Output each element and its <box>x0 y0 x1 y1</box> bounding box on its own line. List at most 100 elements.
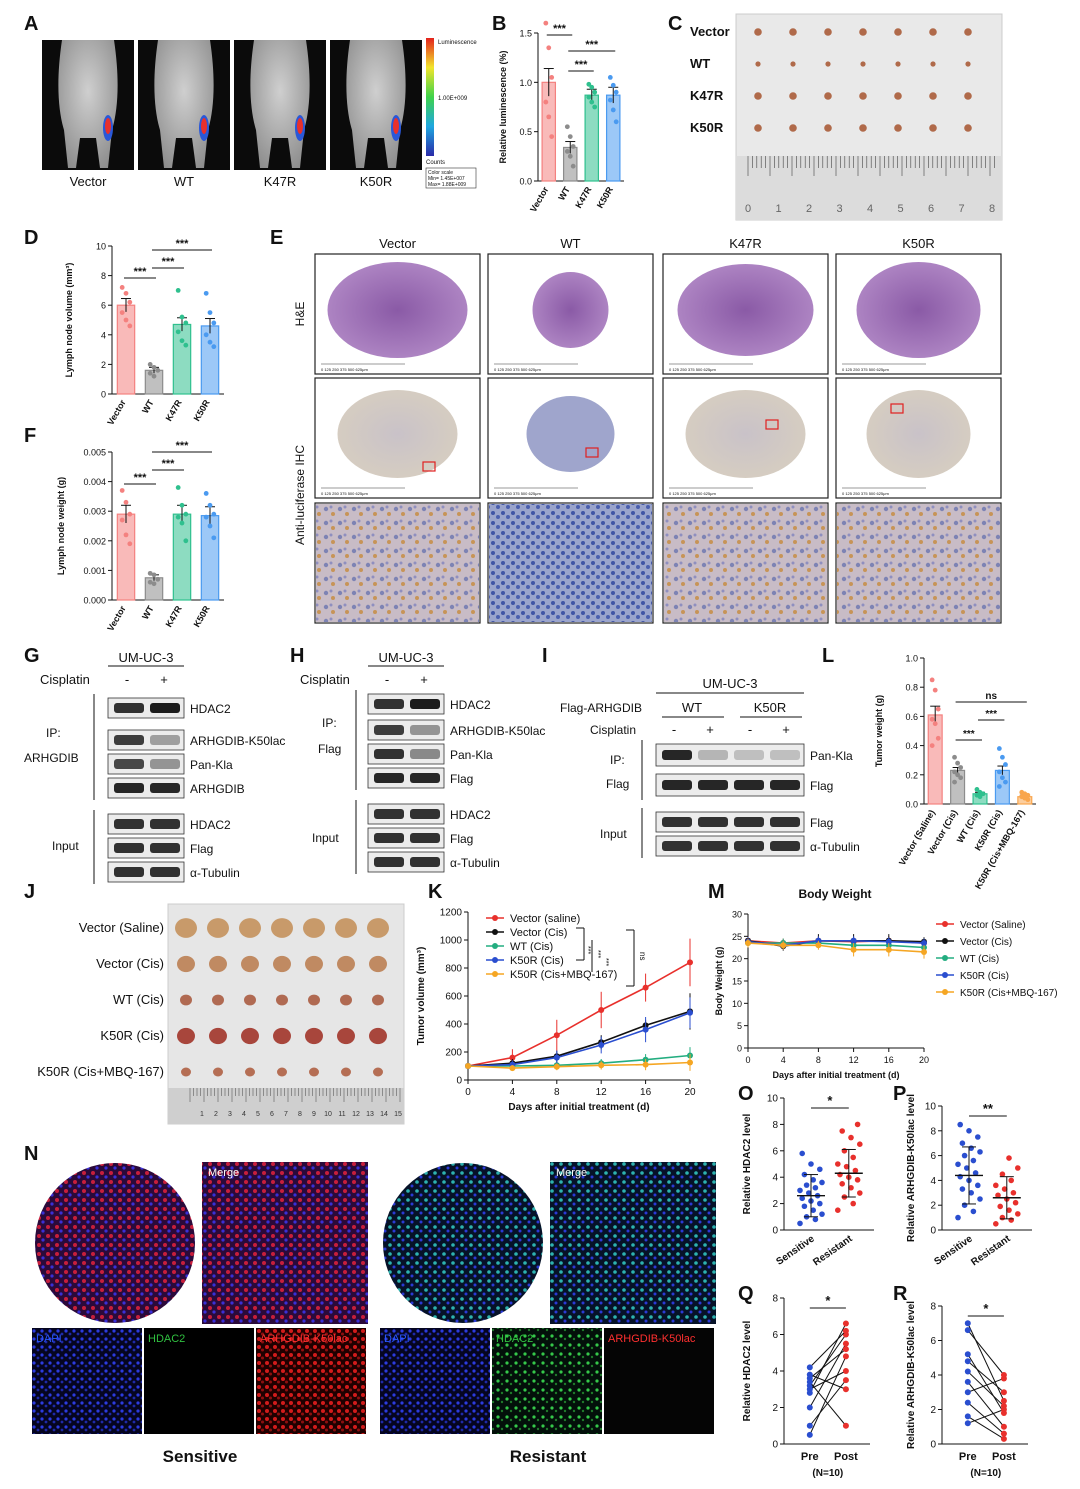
tumor-row-label: Vector (Cis) <box>96 956 164 971</box>
tumor <box>212 994 224 1006</box>
data-point <box>211 511 217 517</box>
tumor <box>308 994 320 1006</box>
data-point <box>961 1202 968 1208</box>
x-tick-label: K47R <box>573 185 593 210</box>
blot-band <box>770 750 800 760</box>
if-channel-sensitive <box>256 1328 366 1434</box>
data-point <box>964 1165 970 1171</box>
data-point <box>996 746 1002 751</box>
data-point <box>848 1134 854 1141</box>
blot-band <box>662 817 692 827</box>
data-point <box>959 1186 966 1192</box>
significance-label: * <box>983 1301 989 1316</box>
y-tick-label: 0.000 <box>83 596 106 606</box>
data-point <box>952 754 957 760</box>
pair-line <box>967 1377 1005 1393</box>
blot-band <box>374 773 404 783</box>
blot-band-label: Flag <box>810 779 833 793</box>
data-point <box>812 1184 819 1191</box>
post-point <box>1000 1406 1007 1413</box>
pre-point <box>806 1364 813 1371</box>
tumor <box>335 918 357 938</box>
legend-label: K50R (Cis) <box>960 971 1009 982</box>
data-point <box>972 1170 979 1176</box>
data-point <box>175 514 181 520</box>
pair-line <box>809 1370 847 1390</box>
blot-strip <box>655 743 805 767</box>
color-scale-info: Max= 1.88E+009 <box>428 182 466 188</box>
tumor <box>277 1067 287 1077</box>
data-point <box>123 499 129 505</box>
data-point <box>564 149 570 154</box>
ruler-number: 3 <box>836 203 842 215</box>
bar <box>541 81 557 182</box>
tumor <box>177 1027 195 1045</box>
y-tick-label: 200 <box>445 1048 462 1059</box>
ruler-number: 5 <box>897 203 903 215</box>
y-tick-label: 0 <box>101 390 106 400</box>
y-tick-label: 0.5 <box>519 127 532 137</box>
pre-point <box>964 1358 971 1365</box>
tumor <box>209 955 227 973</box>
post-point <box>1000 1397 1007 1404</box>
blot-band-label: HDAC2 <box>190 818 231 832</box>
data-point <box>799 1150 805 1157</box>
he-section <box>856 262 981 358</box>
y-tick-label: 0 <box>930 1440 936 1451</box>
if-channel-sensitive <box>144 1328 254 1434</box>
data-point <box>957 1173 963 1180</box>
tumor <box>213 1067 223 1077</box>
if-channel-resistant <box>604 1328 714 1434</box>
significance-label: *** <box>584 946 591 954</box>
lymph-node <box>964 28 972 36</box>
lymph-node <box>755 61 761 67</box>
y-tick-label: 0 <box>930 1226 936 1237</box>
mouse-silhouette <box>154 40 214 168</box>
data-point <box>955 1161 961 1168</box>
ihc-zoom-image <box>489 504 652 622</box>
y-tick-label: 15 <box>732 977 742 987</box>
y-axis-label: Relative ARHGDIB-K50lac level <box>906 1094 917 1242</box>
data-point <box>147 570 153 576</box>
lymph-node <box>754 124 762 132</box>
blot-construct-label: Flag-ARHGDIB <box>560 701 642 715</box>
blot-group-label: WT <box>682 700 702 715</box>
data-point <box>959 1140 966 1146</box>
data-point <box>207 502 213 508</box>
data-point <box>996 769 1002 775</box>
significance-label: *** <box>162 256 176 268</box>
lymph-node <box>824 92 832 100</box>
zoom-region-box <box>585 447 599 458</box>
series-point <box>509 1054 516 1061</box>
lymph-node <box>824 28 832 36</box>
x-tick-label: 12 <box>849 1055 859 1065</box>
if-channel-label: HDAC2 <box>148 1333 185 1345</box>
significance-label: *** <box>575 59 589 71</box>
y-tick-label: 1200 <box>440 908 463 919</box>
if-merge-zoom-sensitive <box>202 1162 368 1324</box>
data-point <box>932 687 938 693</box>
panel-letter-i: I <box>542 645 548 667</box>
mouse-silhouette <box>58 40 118 168</box>
x-axis-label: (N=10) <box>970 1468 1001 1479</box>
post-point <box>842 1386 849 1393</box>
data-point <box>970 1157 977 1164</box>
bar <box>927 714 943 805</box>
data-point <box>850 1200 856 1207</box>
if-channel-label: ARHGDIB-K50lac <box>608 1333 696 1345</box>
ruler-number: 12 <box>352 1111 360 1118</box>
blot-band <box>662 780 692 790</box>
data-point <box>123 532 129 538</box>
tumor <box>273 955 291 973</box>
data-point <box>852 1167 859 1174</box>
data-point <box>980 791 986 797</box>
tumor <box>271 918 293 938</box>
tumor <box>309 1067 319 1077</box>
significance-label: ** <box>983 1101 994 1116</box>
data-point <box>975 1134 981 1140</box>
blot-band <box>374 749 404 759</box>
blot-band <box>114 867 144 877</box>
blot-band <box>114 759 144 769</box>
data-point <box>546 114 552 120</box>
data-point <box>1006 1207 1012 1213</box>
